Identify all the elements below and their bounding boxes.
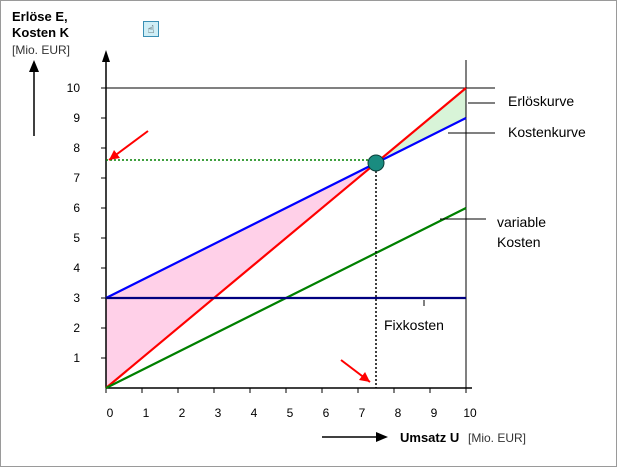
y-axis-arrow [102, 50, 110, 62]
y-tick-label: 5 [73, 231, 80, 245]
break-even-point [367, 154, 385, 172]
y-tick-label: 4 [73, 261, 80, 275]
y-tick-label: 9 [73, 111, 80, 125]
y-axis-title-line2: Kosten K [12, 25, 70, 40]
cost-line [105, 117, 467, 299]
x-axis-unit: [Mio. EUR] [468, 431, 526, 445]
y-tick-label: 2 [73, 321, 80, 335]
x-tick-label: 6 [323, 406, 330, 420]
x-tick-label: 3 [215, 406, 222, 420]
y-tick-label: 6 [73, 201, 80, 215]
x-pointer-arrow-head [359, 371, 370, 382]
x-tick-label: 7 [359, 406, 366, 420]
y-tick-label: 1 [73, 351, 80, 365]
x-tick-label: 9 [431, 406, 438, 420]
y-tick-label: 7 [73, 171, 80, 185]
hand-icon[interactable]: ☝ [143, 21, 159, 37]
x-tick-label: 2 [179, 406, 186, 420]
x-title-arrow-head [376, 432, 388, 442]
variable-label-line1: variable [497, 214, 546, 230]
x-tick-label: 10 [463, 406, 477, 420]
y-axis-title-line1: Erlöse E, [12, 9, 68, 24]
y-tick-label: 8 [73, 141, 80, 155]
y-tick-label: 10 [67, 81, 81, 95]
y-axis-unit: [Mio. EUR] [12, 43, 70, 57]
x-axis-title: Umsatz U [400, 430, 459, 445]
x-tick-label: 8 [395, 406, 402, 420]
x-tick-label: 0 [107, 406, 114, 420]
y-title-arrow-head [29, 60, 39, 72]
x-tick-label: 4 [251, 406, 258, 420]
variable-label-line2: Kosten [497, 234, 541, 250]
y-pointer-arrow-head [109, 150, 121, 160]
revenue-label: Erlöskurve [508, 93, 574, 109]
cost-label: Kostenkurve [508, 124, 586, 140]
revenue-line [105, 87, 467, 389]
x-tick-label: 1 [143, 406, 150, 420]
y-tick-label: 3 [73, 291, 80, 305]
x-tick-label: 5 [287, 406, 294, 420]
fixed-label: Fixkosten [384, 317, 444, 333]
